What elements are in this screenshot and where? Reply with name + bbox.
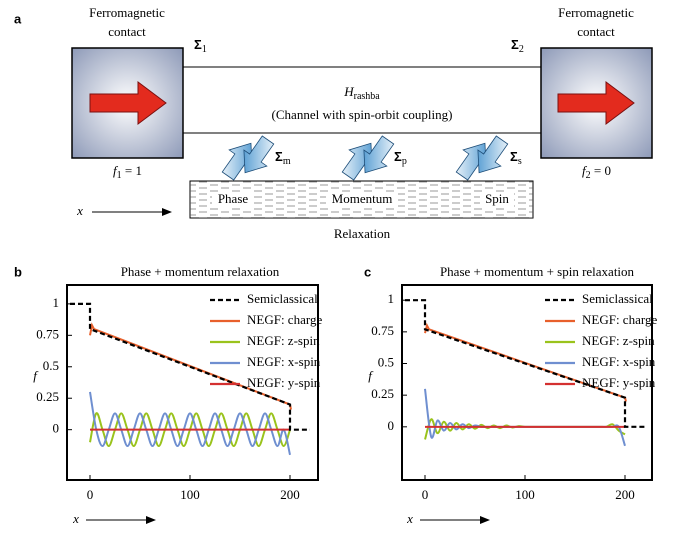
contact-title: Ferromagnetic: [558, 5, 634, 20]
legend-label: NEGF: y-spin: [582, 375, 656, 390]
legend-label: NEGF: x-spin: [582, 354, 656, 369]
x-tick-label: 100: [180, 487, 200, 502]
legend-label: NEGF: charge: [582, 312, 657, 327]
charts: b Phase + momentum relaxationfx00.250.50.…: [14, 264, 657, 526]
x-arrow-head: [146, 516, 156, 524]
series-line: [424, 388, 626, 447]
sigma-label-part: Σ: [510, 149, 518, 164]
legend-label: Semiclassical: [582, 291, 653, 306]
x-arrow-head: [480, 516, 490, 524]
channel-caption: (Channel with spin-orbit coupling): [272, 107, 453, 122]
y-tick-label: 0: [53, 421, 60, 436]
sigma-label: Σm: [275, 149, 291, 167]
plot-area: [405, 299, 645, 447]
series-line: [405, 299, 645, 428]
f-label-part: f: [582, 163, 588, 178]
panel-label: a: [14, 11, 22, 26]
f-label-part: 1: [117, 170, 122, 181]
hamiltonian-part: H: [343, 84, 354, 99]
magnet-arrow: [557, 81, 635, 125]
series-line: [70, 302, 310, 431]
series-line: [89, 391, 291, 456]
f-label-part: f: [113, 163, 119, 178]
sigma-label-part: Σ: [394, 149, 402, 164]
legend-label: Semiclassical: [247, 291, 318, 306]
sigma-label-part: p: [402, 156, 407, 167]
x-tick-label: 0: [87, 487, 94, 502]
legend-label: NEGF: z-spin: [582, 333, 655, 348]
sigma-label: Σp: [394, 149, 407, 167]
f-label: f2 = 0: [582, 163, 611, 181]
y-tick-label: 0.5: [43, 358, 59, 373]
relaxation-item: Momentum: [332, 191, 393, 206]
panel-label: c: [364, 264, 371, 279]
f-label: f1 = 1: [113, 163, 142, 181]
x-axis-label: x: [72, 511, 79, 526]
sigma-label-part: 1: [202, 44, 207, 55]
label-bg: [326, 192, 398, 208]
legend-label: NEGF: y-spin: [247, 375, 321, 390]
sigma-label: Σs: [510, 149, 522, 167]
legend-label: NEGF: x-spin: [247, 354, 321, 369]
y-tick-label: 0.25: [371, 386, 394, 401]
chart: b Phase + momentum relaxationfx00.250.50.…: [14, 264, 322, 526]
magnet-arrow: [89, 81, 167, 125]
relaxation-label: Relaxation: [334, 226, 391, 241]
x-axis-label: x: [406, 511, 413, 526]
panel-label: b: [14, 264, 22, 279]
plot-frame: [66, 284, 319, 481]
sigma-label-part: Σ: [511, 37, 519, 52]
y-tick-label: 0.5: [378, 354, 394, 369]
contact-title: contact: [108, 24, 146, 39]
hamiltonian-part: rashba: [354, 91, 381, 102]
relaxation-item: Spin: [485, 191, 509, 206]
sigma-label-part: s: [518, 156, 522, 167]
y-tick-label: 0.75: [371, 323, 394, 338]
y-axis-label: f: [33, 368, 39, 383]
y-axis-label: f: [368, 368, 374, 383]
f-label-part: = 1: [122, 163, 142, 178]
sigma-label-part: m: [283, 156, 291, 167]
sigma-label-part: Σ: [275, 149, 283, 164]
series-line: [424, 322, 627, 402]
chart-title: Phase + momentum + spin relaxation: [440, 264, 635, 279]
chart-title: Phase + momentum relaxation: [121, 264, 280, 279]
x-label: x: [76, 203, 83, 218]
x-tick-label: 100: [515, 487, 535, 502]
plot-area: [70, 302, 310, 456]
f-label-part: = 0: [591, 163, 611, 178]
chart: c Phase + momentum + spin relaxationfx00.…: [364, 264, 657, 526]
plot-frame: [401, 284, 653, 481]
contact-title: Ferromagnetic: [89, 5, 165, 20]
relaxation-item: Phase: [218, 191, 249, 206]
y-tick-label: 0.75: [36, 326, 59, 341]
y-tick-label: 1: [53, 295, 60, 310]
hamiltonian: Hrashba: [343, 84, 380, 102]
sigma-label: Σ2: [511, 37, 524, 55]
sigma-label-part: Σ: [194, 37, 202, 52]
label-bg: [480, 192, 514, 208]
legend-label: NEGF: charge: [247, 312, 322, 327]
y-tick-label: 0: [388, 418, 395, 433]
label-bg: [212, 192, 254, 208]
x-tick-label: 200: [615, 487, 635, 502]
x-arrow-head: [162, 208, 172, 216]
contact-title: contact: [577, 24, 615, 39]
y-tick-label: 0.25: [36, 389, 59, 404]
x-tick-label: 200: [280, 487, 300, 502]
legend-label: NEGF: z-spin: [247, 333, 320, 348]
panel-a: a Ferromagnetic contact Ferromagnetic co…: [14, 5, 653, 241]
f-label-part: 2: [586, 170, 591, 181]
x-tick-label: 0: [422, 487, 429, 502]
y-tick-label: 1: [388, 291, 395, 306]
sigma-label-part: 2: [519, 44, 524, 55]
sigma-label: Σ1: [194, 37, 207, 55]
